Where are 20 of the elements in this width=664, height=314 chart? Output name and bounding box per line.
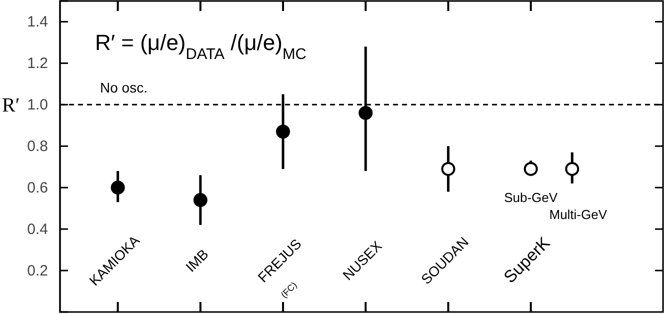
y-tick-label: 0.6 (27, 179, 48, 196)
y-axis-title: R′ (2, 94, 20, 117)
point (524, 162, 538, 176)
y-tick-label: 0.4 (27, 220, 48, 238)
series-label: Sub-GeV (504, 190, 558, 205)
point (565, 162, 580, 176)
point (441, 162, 456, 176)
y-tick-label: 1.2 (27, 55, 48, 72)
y-tick-label: 1.0 (27, 96, 48, 114)
point (193, 193, 208, 208)
y-tick-label: 0.8 (27, 138, 48, 155)
point (276, 124, 290, 139)
ref-line-label: No osc. (100, 80, 148, 96)
y-tick-label: 0.2 (27, 262, 48, 280)
annotation: R′ = (μ/e)$_{DATA}$ /(μ/e)$_{MC}$ (95, 30, 306, 62)
y-tick-label: 1.4 (27, 14, 48, 31)
point (358, 106, 373, 120)
point (110, 180, 125, 195)
text: Multi-GeV (549, 206, 608, 222)
x-tick-label: IMB (182, 246, 212, 275)
